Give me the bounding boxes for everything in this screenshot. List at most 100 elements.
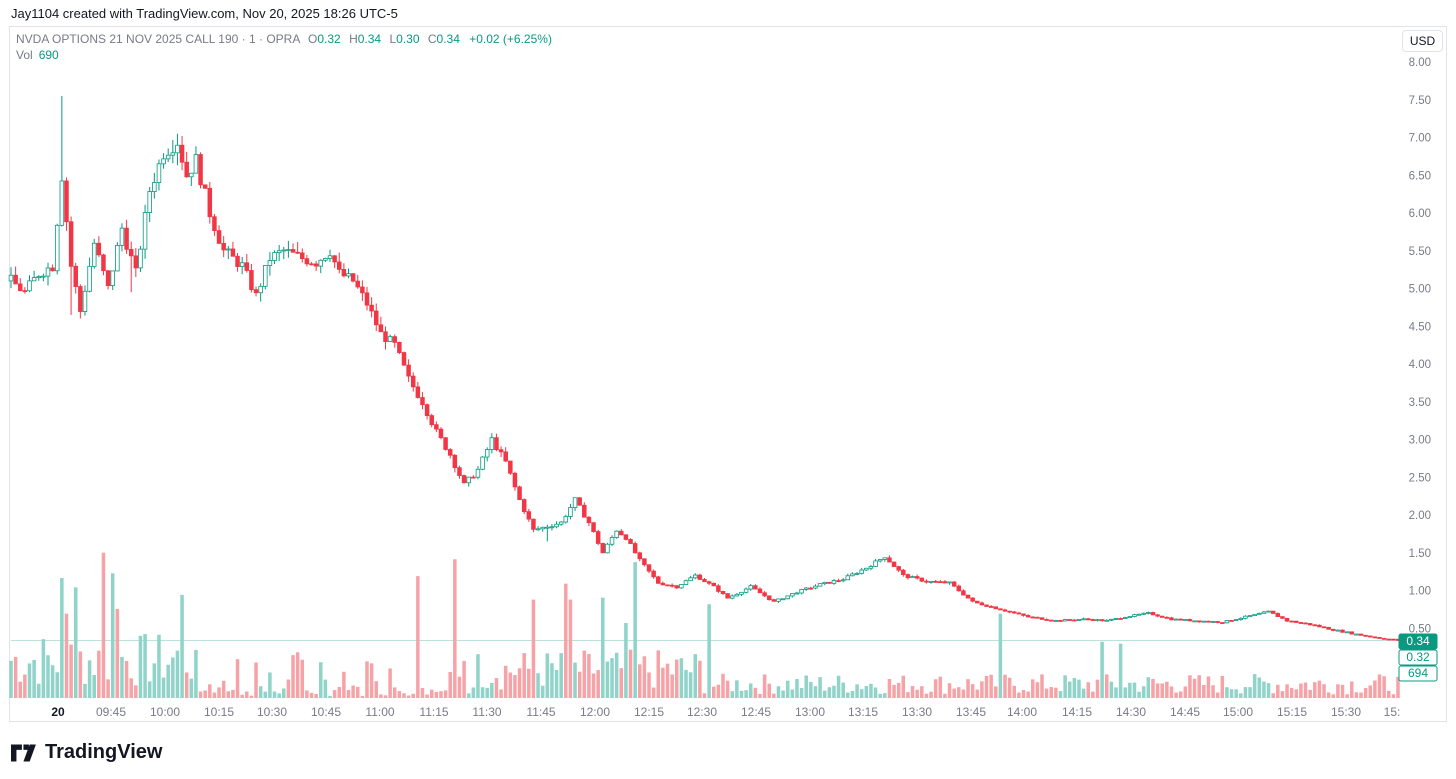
candle-body [1178, 618, 1183, 621]
candle-body [614, 530, 619, 538]
volume-bar [508, 672, 513, 698]
candle-body [337, 261, 342, 270]
y-tick-label: 6.50 [1409, 170, 1431, 182]
volume-bar [568, 599, 573, 698]
volume-bar [1003, 674, 1007, 698]
volume-bar [767, 683, 771, 698]
tradingview-logo[interactable]: TradingView [11, 741, 162, 764]
x-tick-label: 14:00 [1007, 705, 1037, 719]
candle-body [429, 415, 434, 426]
candle-body [1372, 636, 1378, 639]
candle-body [743, 588, 749, 593]
candle-body [1090, 619, 1096, 621]
candle-body [179, 144, 185, 163]
volume-bar [416, 576, 420, 698]
candle-body [498, 449, 504, 453]
candle-body [1127, 616, 1133, 619]
volume-bar [1072, 677, 1077, 698]
volume-bar [832, 685, 836, 698]
volume-legend: Vol 690 [16, 48, 59, 62]
candle-body [226, 248, 231, 251]
candle-body [646, 564, 652, 572]
y-tick-label: 4.00 [1409, 359, 1431, 371]
candle-body [785, 595, 790, 600]
candle-body [1099, 619, 1105, 622]
x-tick-label: 13:15 [848, 705, 878, 719]
candle-body [535, 528, 541, 531]
volume-bar [1331, 694, 1336, 698]
candle-body [693, 574, 698, 579]
volume-bar [397, 691, 402, 698]
candle-body [1233, 619, 1239, 621]
last-price-label: 0.34 [1406, 634, 1430, 648]
candle-body [383, 331, 388, 342]
volume-bar [171, 657, 175, 698]
candle-body [193, 154, 199, 174]
volume-bar [1271, 693, 1275, 698]
candle-body [1275, 613, 1281, 617]
volume-bar [661, 667, 665, 698]
candle-body [1368, 635, 1373, 638]
volume-bar [369, 663, 374, 698]
x-tick-label: 11:30 [472, 705, 501, 719]
volume-bar [1160, 683, 1164, 698]
candle-body [706, 581, 712, 584]
volume-value: 690 [38, 48, 59, 62]
volume-bar [1146, 677, 1151, 698]
candle-body [452, 454, 458, 469]
volume-bar [277, 693, 281, 698]
volume-bar [883, 693, 887, 698]
symbol-name: NVDA OPTIONS 21 NOV 2025 CALL 190 · 1 · … [16, 32, 300, 46]
volume-bar [910, 685, 915, 698]
volume-bar [337, 686, 342, 698]
volume-bar [827, 687, 832, 698]
volume-bar [439, 691, 443, 698]
x-tick-label: 11:00 [365, 705, 394, 719]
candle-body [249, 270, 254, 291]
candle-body [202, 184, 208, 189]
volume-bar [522, 653, 526, 698]
volume-bar [134, 685, 138, 698]
candle-body [119, 227, 125, 246]
volume-bar [610, 658, 614, 698]
candle-body [281, 249, 287, 252]
candle-body [161, 158, 166, 165]
volume-bar [822, 690, 827, 698]
volume-bar [503, 665, 508, 698]
candle-body [591, 522, 596, 532]
x-tick-label: 20 [51, 705, 65, 719]
currency-button[interactable]: USD [1402, 30, 1443, 52]
candle-body [263, 265, 268, 287]
volume-bar [295, 652, 300, 698]
candle-body [244, 262, 250, 271]
x-tick-label: 15:15 [1277, 705, 1307, 719]
volume-bar [157, 634, 161, 698]
volume-bar [443, 690, 448, 698]
volume-bar [1017, 692, 1021, 698]
candle-body [628, 539, 633, 544]
candle-body [184, 161, 189, 178]
volume-bar [388, 668, 392, 698]
volume-bar [679, 658, 684, 698]
volume-bar [596, 670, 600, 698]
volume-bar [1359, 692, 1363, 698]
candle-body [1196, 620, 1202, 623]
candle-body [341, 268, 347, 277]
candle-body [156, 163, 162, 183]
volume-bar [545, 653, 550, 698]
volume-bar [499, 689, 503, 698]
candle-body [466, 476, 471, 484]
candle-body [484, 449, 490, 458]
volume-bar [1386, 690, 1391, 698]
volume-bar [933, 679, 938, 698]
volume-bar [1128, 682, 1132, 698]
volume-bar [670, 674, 674, 698]
volume-bar [97, 650, 101, 698]
candle-body [128, 248, 134, 257]
volume-bar [365, 661, 369, 698]
candle-body [938, 581, 943, 584]
candle-body [1164, 616, 1170, 619]
volume-bar [975, 689, 980, 698]
volume-bar [735, 680, 739, 698]
